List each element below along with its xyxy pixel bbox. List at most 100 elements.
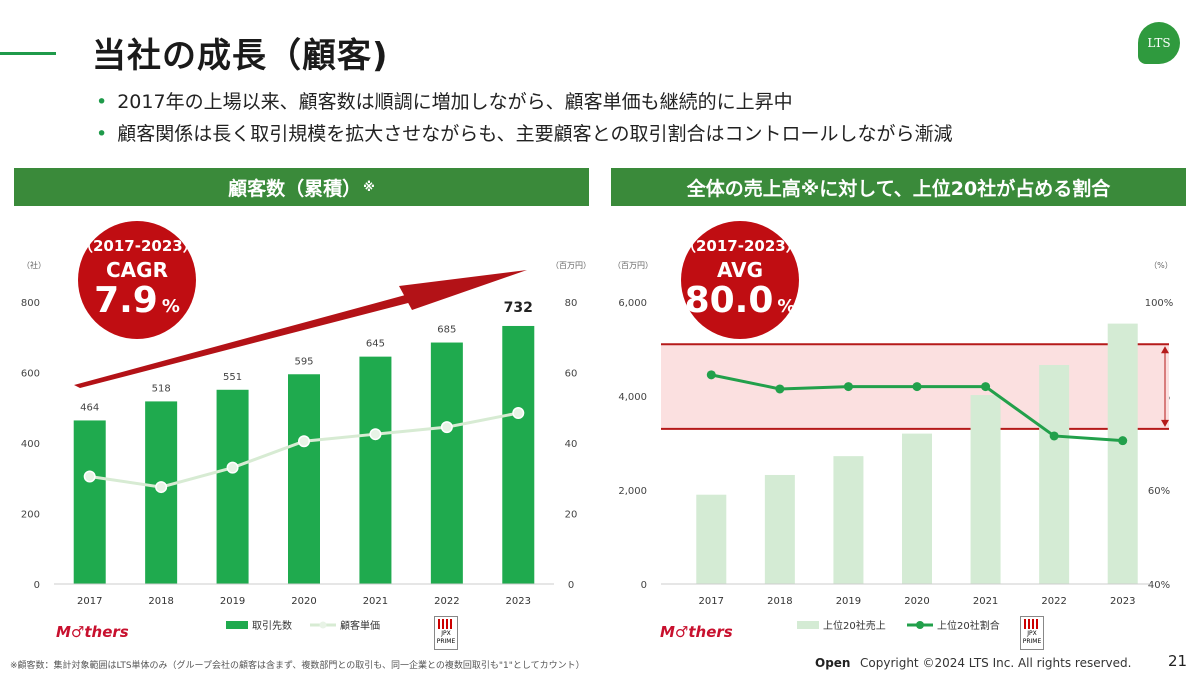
x-tick-label: 2023 xyxy=(1110,596,1135,607)
cagr-label: CAGR xyxy=(106,258,168,282)
cagr-unit: % xyxy=(161,296,180,317)
jpx-label: JPX xyxy=(441,630,451,637)
mothers-logo-left: M♂thers xyxy=(56,623,129,641)
bullet-list: • 2017年の上場以来、顧客数は順調に増加しながら、顧客単価も継続的に上昇中 •… xyxy=(96,86,952,150)
top20-share-marker xyxy=(1049,431,1059,441)
avg-period: （2017-2023） xyxy=(681,237,801,255)
bullet-item: • 顧客関係は長く取引規模を拡大させながらも、主要顧客との取引割合はコントロールし… xyxy=(96,118,952,150)
right-y-tick-label: 40 xyxy=(565,439,578,450)
cagr-period: （2017-2023） xyxy=(78,237,198,255)
legend-label-line: 上位20社割合 xyxy=(937,619,1000,632)
company-logo: LTS xyxy=(1138,22,1180,64)
unit-price-marker xyxy=(299,436,309,446)
top20-sales-bar xyxy=(1039,364,1070,584)
top20-sales-bar xyxy=(970,395,1001,584)
cagr-number: 7.9 xyxy=(94,280,158,321)
left-y-tick-label: 2,000 xyxy=(618,486,647,497)
unit-price-marker xyxy=(85,471,95,481)
top20-sales-bar xyxy=(696,494,727,584)
right-banner-text: 全体の売上高※に対して、上位20社が占める割合 xyxy=(686,177,1111,200)
left-y-tick-label: 0 xyxy=(641,580,647,591)
classification-label: Open xyxy=(815,656,851,670)
right-y-tick-label: 60% xyxy=(1148,486,1170,497)
range-band-arrowhead-up xyxy=(1161,346,1169,354)
top20-share-marker xyxy=(912,382,922,392)
bar-data-label: 595 xyxy=(294,356,313,367)
right-y-tick-label: 40% xyxy=(1148,580,1170,591)
bullet-item: • 2017年の上場以来、顧客数は順調に増加しながら、顧客単価も継続的に上昇中 xyxy=(96,86,952,118)
left-y-tick-label: 400 xyxy=(21,439,40,450)
left-y-tick-label: 200 xyxy=(21,510,40,521)
left-chart-banner: 顧客数（累積） ※ xyxy=(14,168,589,206)
right-chart-banner: 全体の売上高※に対して、上位20社が占める割合 xyxy=(611,168,1186,206)
left-y-tick-label: 0 xyxy=(34,580,40,591)
x-tick-label: 2022 xyxy=(1041,596,1066,607)
cagr-badge: （2017-2023） CAGR 7.9% xyxy=(78,221,198,339)
x-tick-label: 2021 xyxy=(363,596,388,607)
jpx-mark-icon xyxy=(1024,619,1040,629)
left-banner-note-mark: ※ xyxy=(363,180,375,194)
legend-swatch-marker xyxy=(319,621,327,629)
avg-value: 80.0% xyxy=(681,280,799,321)
right-axis-unit: （百万円） xyxy=(551,261,591,270)
x-tick-label: 2019 xyxy=(220,596,245,607)
avg-badge: （2017-2023） AVG 80.0% xyxy=(681,221,801,339)
unit-price-marker xyxy=(513,408,523,418)
top20-sales-bar xyxy=(1107,323,1138,584)
x-tick-label: 2022 xyxy=(434,596,459,607)
bar-data-label: 685 xyxy=(437,325,456,336)
copyright: Copyright ©2024 LTS Inc. All rights rese… xyxy=(860,656,1132,670)
right-y-tick-label: 20 xyxy=(565,510,578,521)
legend-label-bar: 上位20社売上 xyxy=(823,619,886,632)
left-banner-text: 顧客数（累積） xyxy=(228,177,362,200)
left-y-tick-label: 600 xyxy=(21,369,40,380)
bullet-dot-icon: • xyxy=(96,123,108,145)
right-axis-unit: （%） xyxy=(1149,261,1173,270)
bullet-text: 2017年の上場以来、顧客数は順調に増加しながら、顧客単価も継続的に上昇中 xyxy=(117,91,793,113)
bullet-dot-icon: • xyxy=(96,91,108,113)
legend-swatch-marker xyxy=(916,621,924,629)
left-y-tick-label: 4,000 xyxy=(618,392,647,403)
top20-share-marker xyxy=(775,384,785,394)
unit-price-marker xyxy=(370,429,380,439)
jpx-logo-left: JPX PRIME xyxy=(434,616,458,650)
customer-count-bar xyxy=(502,325,535,584)
right-y-tick-label: 0 xyxy=(568,580,574,591)
x-tick-label: 2020 xyxy=(291,596,316,607)
page-title: 当社の成長（顧客) xyxy=(92,36,389,76)
x-tick-label: 2020 xyxy=(904,596,929,607)
left-chart: （社） （百万円） 0 200 400 600 800 0 20 40 60 80 464 2017 518… xyxy=(21,260,591,632)
unit-price-marker xyxy=(228,463,238,473)
x-tick-label: 2018 xyxy=(767,596,792,607)
top20-sales-bar xyxy=(764,474,795,584)
x-tick-label: 2017 xyxy=(77,596,102,607)
jpx-sub: PRIME xyxy=(436,638,456,645)
x-tick-label: 2019 xyxy=(836,596,861,607)
growth-arrow-shaft xyxy=(74,294,412,388)
right-chart: （百万円）（%）02,0004,0006,00040%60%80%100%201… xyxy=(613,261,1173,632)
bar-data-label: 518 xyxy=(152,383,171,394)
avg-label: AVG xyxy=(716,258,763,282)
legend-label-bar: 取引先数 xyxy=(252,619,292,632)
legend-swatch-bar xyxy=(226,621,248,629)
jpx-label: JPX xyxy=(1027,630,1037,637)
jpx-mark-icon xyxy=(438,619,454,629)
bullet-text: 顧客関係は長く取引規模を拡大させながらも、主要顧客との取引割合はコントロールしな… xyxy=(117,123,953,145)
bar-data-label: 732 xyxy=(504,300,533,316)
x-tick-label: 2017 xyxy=(699,596,724,607)
footnote: ※顧客数：集計対象範囲はLTS単体のみ（グループ会社の顧客は含まず、複数部門との… xyxy=(10,661,585,671)
mothers-logo-right: M♂thers xyxy=(660,623,733,641)
right-y-tick-label: 60 xyxy=(565,369,578,380)
x-tick-label: 2023 xyxy=(506,596,531,607)
top20-sales-bar xyxy=(833,456,864,584)
cagr-value: 7.9% xyxy=(78,280,196,321)
customer-count-bar xyxy=(288,374,320,584)
legend-label-line: 顧客単価 xyxy=(340,619,380,632)
unit-price-marker xyxy=(442,422,452,432)
bar-data-label: 464 xyxy=(80,402,99,413)
page-number: 21 xyxy=(1168,652,1188,670)
unit-price-marker xyxy=(156,482,166,492)
top20-share-marker xyxy=(843,382,853,392)
bar-data-label: 645 xyxy=(366,339,385,350)
left-axis-unit: （社） xyxy=(22,260,46,270)
